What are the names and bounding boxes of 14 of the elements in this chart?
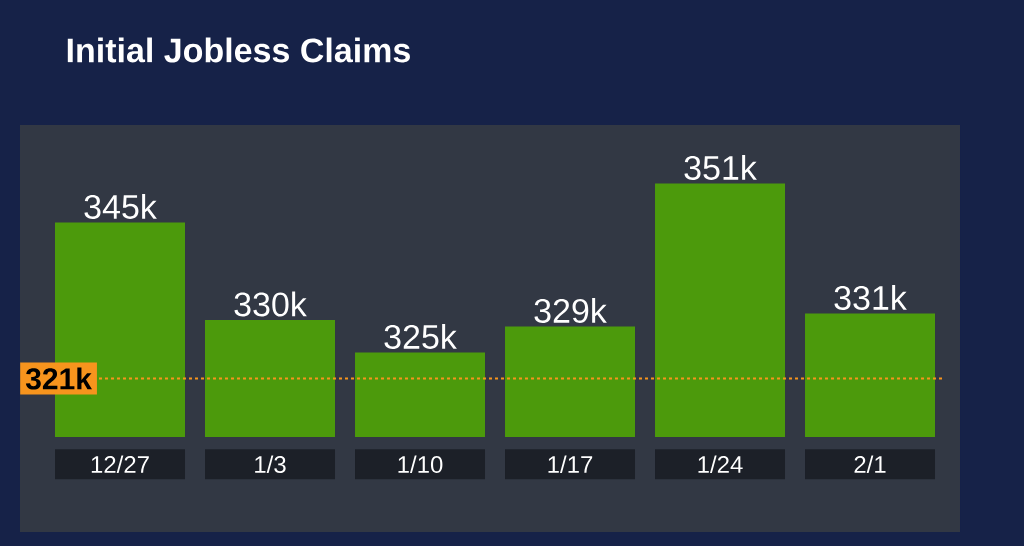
data-label: 345k — [84, 193, 157, 219]
x-tick-label: 1/24 — [698, 455, 743, 474]
data-label: 329k — [534, 298, 607, 323]
data-label: 330k — [234, 291, 307, 317]
chart-title: Initial Jobless Claims — [67, 37, 410, 63]
x-tick-label: 1/17 — [548, 455, 593, 474]
x-tick-label: 1/3 — [255, 455, 286, 474]
data-label: 351k — [684, 155, 757, 180]
ref-line-label: 321k — [25, 367, 92, 390]
x-tick-label: 12/27 — [91, 455, 149, 474]
data-label: 331k — [834, 284, 907, 310]
data-label: 325k — [384, 324, 457, 349]
x-tick-label: 1/10 — [398, 455, 443, 474]
x-tick-label: 2/1 — [854, 455, 886, 474]
